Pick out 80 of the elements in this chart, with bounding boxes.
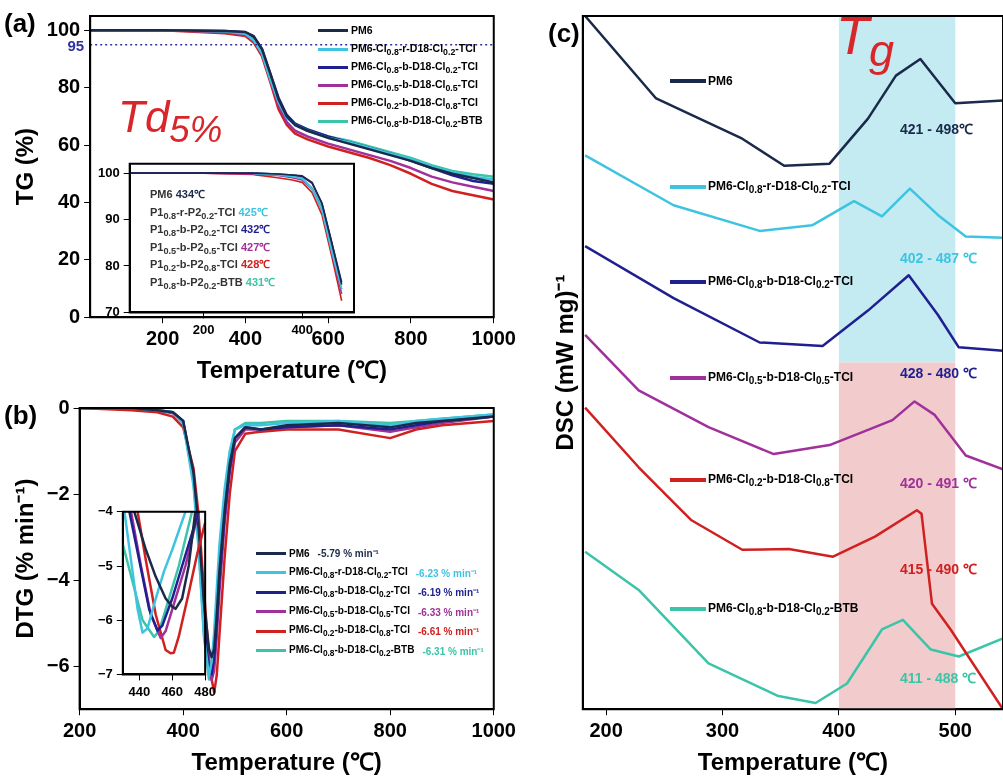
x-tick-label: 440 bbox=[128, 683, 151, 699]
x-tick-label: 400 bbox=[166, 718, 200, 741]
x-tick-label: 400 bbox=[228, 326, 263, 349]
x-tick-label: 480 bbox=[194, 683, 217, 699]
x-tick-label: 800 bbox=[394, 326, 428, 349]
y-tick-label: −4 bbox=[97, 503, 114, 519]
annotation: 428 - 480 ℃ bbox=[900, 364, 978, 382]
x-tick-label: 200 bbox=[62, 718, 97, 741]
annotation: Td$_{5%}$ bbox=[118, 92, 223, 151]
legend-label: PM6-Cl$_{0.8}$-r-D18-Cl$_{0.2}$-TCI bbox=[708, 179, 851, 196]
legend-label: PM6 bbox=[708, 74, 733, 88]
y-tick-label: 40 bbox=[57, 189, 81, 212]
legend-label: PM6-Cl$_{0.8}$-b-D18-Cl$_{0.2}$-BTB bbox=[708, 601, 859, 618]
y-tick-label: −6 bbox=[97, 611, 113, 627]
chart-title: (b) bbox=[4, 400, 38, 431]
legend-label: PM6-Cl$_{0.8}$-r-D18-Cl$_{0.2}$-TCI bbox=[351, 42, 476, 58]
y-tick-label: 0 bbox=[69, 304, 81, 327]
x-tick-label: 600 bbox=[269, 718, 304, 741]
y-tick-label: 80 bbox=[57, 75, 81, 98]
legend-label: PM6-Cl$_{0.2}$-b-D18-Cl$_{0.8}$-TCI bbox=[351, 96, 479, 112]
annotation: -6.19 % min⁻¹ bbox=[417, 586, 480, 599]
annotation: 402 - 487 ℃ bbox=[900, 249, 978, 267]
x-tick-label: 1000 bbox=[471, 718, 516, 741]
legend-label: PM6 bbox=[289, 547, 310, 559]
legend-label: PM6-Cl$_{0.5}$-b-D18-Cl$_{0.5}$-TCI bbox=[289, 604, 410, 619]
legend-label: PM6-Cl$_{0.2}$-b-D18-Cl$_{0.8}$-TCI bbox=[289, 624, 410, 638]
y-axis-title: DSC (mW mg)⁻¹ bbox=[551, 274, 579, 451]
legend-label: PM6-Cl$_{0.8}$-b-D18-Cl$_{0.2}$-BTB bbox=[289, 643, 415, 658]
y-axis-title: TG (%) bbox=[11, 127, 39, 206]
legend-label: PM6-Cl$_{0.8}$-b-D18-Cl$_{0.2}$-TCI bbox=[351, 60, 479, 76]
annotation: P1$_{0.8}$-b-P2$_{0.2}$-BTB 431℃ bbox=[150, 276, 276, 292]
y-tick-label: 0 bbox=[58, 395, 70, 418]
y-tick-label: 60 bbox=[57, 132, 81, 155]
x-axis-title: Temperature (℃) bbox=[191, 748, 382, 776]
annotation: -6.61 % min⁻¹ bbox=[417, 625, 480, 638]
y-tick-label: −6 bbox=[46, 653, 70, 676]
x-tick-label: 500 bbox=[938, 718, 972, 741]
annotation: -5.79 % min⁻¹ bbox=[317, 547, 379, 560]
annotation: PM6 434℃ bbox=[150, 188, 206, 200]
annotation: -6.31 % min⁻¹ bbox=[422, 644, 484, 658]
y-tick-label: −4 bbox=[46, 567, 71, 590]
legend-label: PM6-Cl$_{0.8}$-b-D18-Cl$_{0.2}$-BTB bbox=[351, 114, 483, 130]
y-axis-title: DTG (% min⁻¹) bbox=[11, 478, 39, 639]
annotation: -6.33 % min⁻¹ bbox=[417, 605, 480, 619]
band-label: T$_{g}$ bbox=[836, 4, 895, 77]
x-axis-title: Temperature (℃) bbox=[196, 356, 388, 384]
annotation: -6.23 % min⁻¹ bbox=[415, 566, 478, 580]
x-tick-label: 1000 bbox=[471, 326, 516, 349]
y-tick-label: −7 bbox=[97, 665, 113, 681]
annotation: P1$_{0.8}$-r-P2$_{0.2}$-TCI 425℃ bbox=[150, 205, 268, 221]
legend-label: PM6-Cl$_{0.8}$-r-D18-Cl$_{0.2}$-TCI bbox=[289, 565, 408, 580]
annotation: P1$_{0.2}$-b-P2$_{0.8}$-TCI 428℃ bbox=[150, 258, 271, 274]
annotation: 421 - 498℃ bbox=[900, 120, 974, 138]
legend-label: PM6-Cl$_{0.5}$-b-D18-Cl$_{0.5}$-TCI bbox=[708, 370, 854, 387]
chart-title: (c) bbox=[548, 18, 580, 49]
legend-label: PM6-Cl$_{0.2}$-b-D18-Cl$_{0.8}$-TCI bbox=[708, 472, 854, 489]
annotation: 420 - 491 ℃ bbox=[900, 474, 978, 492]
x-tick-label: 200 bbox=[589, 718, 623, 741]
y-tick-label: 70 bbox=[105, 303, 120, 319]
legend-label: PM6-Cl$_{0.5}$-b-D18-Cl$_{0.5}$-TCI bbox=[351, 78, 479, 94]
x-tick-label: 460 bbox=[161, 683, 184, 699]
y-tick-label: 90 bbox=[105, 211, 120, 227]
annotation: 411 - 488 ℃ bbox=[900, 669, 977, 687]
y-tick-label: −2 bbox=[46, 481, 70, 504]
x-tick-label: 200 bbox=[192, 321, 215, 337]
legend-label: PM6-Cl$_{0.8}$-b-D18-Cl$_{0.2}$-TCI bbox=[708, 274, 854, 291]
x-tick-label: 800 bbox=[373, 718, 407, 741]
y-tick-label: −5 bbox=[97, 557, 113, 573]
x-tick-label: 200 bbox=[145, 326, 180, 349]
chart-title: (a) bbox=[4, 8, 36, 39]
y-tick-label: 20 bbox=[57, 247, 81, 270]
legend-label: PM6-Cl$_{0.8}$-b-D18-Cl$_{0.2}$-TCI bbox=[289, 585, 410, 599]
y-tick-label: 100 bbox=[97, 164, 120, 180]
annotation: P1$_{0.8}$-b-P2$_{0.2}$-TCI 432℃ bbox=[150, 223, 271, 239]
x-axis-title: Temperature (℃) bbox=[697, 748, 889, 776]
y-tick-label: 80 bbox=[105, 257, 120, 273]
x-tick-label: 400 bbox=[822, 718, 856, 741]
legend-label: PM6 bbox=[351, 24, 373, 36]
annotation: P1$_{0.5}$-b-P2$_{0.5}$-TCI 427℃ bbox=[150, 240, 271, 256]
x-tick-label: 300 bbox=[705, 718, 740, 741]
